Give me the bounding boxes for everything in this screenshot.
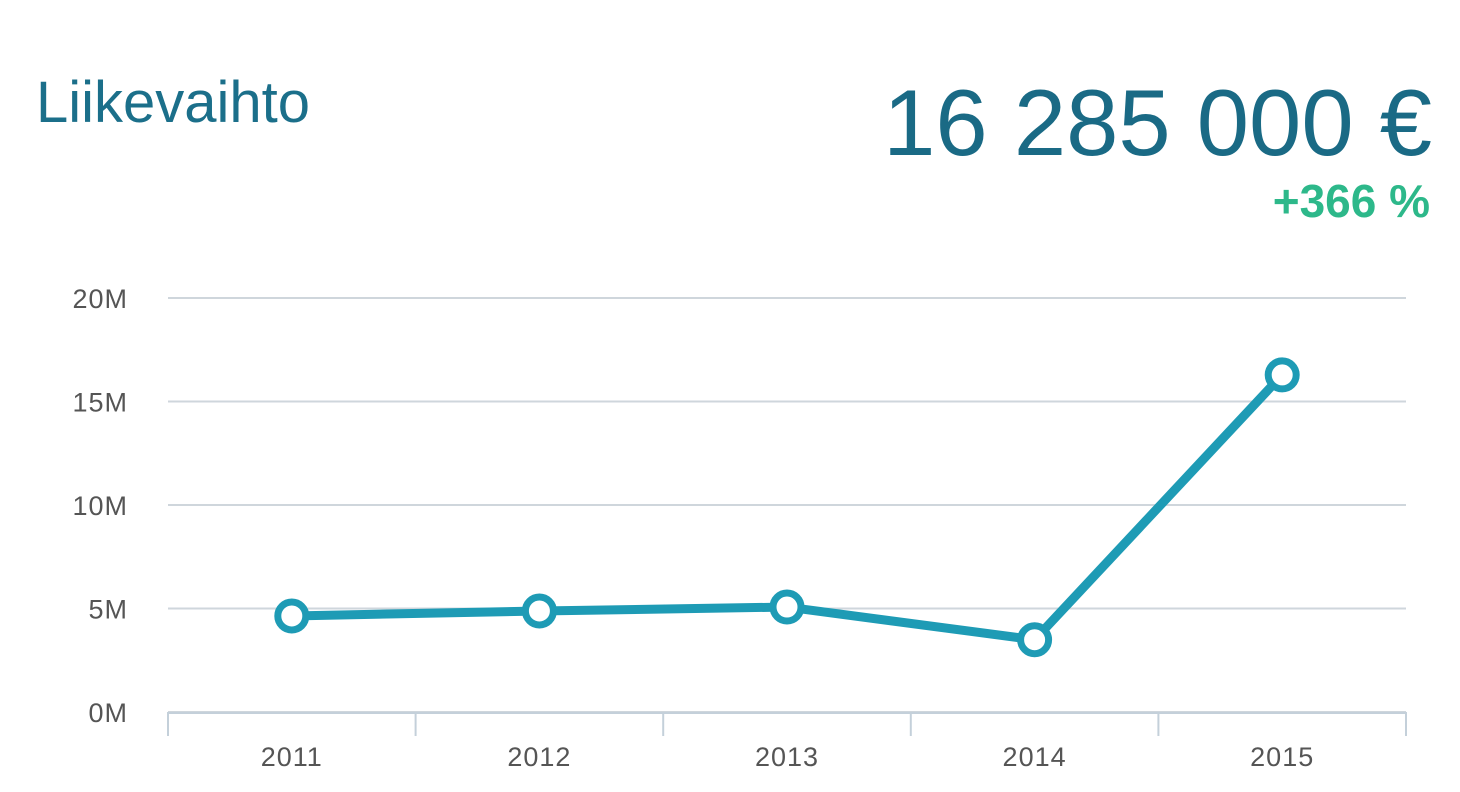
point-marker	[274, 598, 310, 634]
y-tick-label: 5M	[88, 595, 128, 625]
y-tick-label: 20M	[72, 284, 128, 314]
y-tick-label: 10M	[72, 491, 128, 521]
y-tick-label: 15M	[72, 388, 128, 418]
point-marker	[1017, 622, 1053, 658]
x-tick-label: 2011	[261, 742, 323, 772]
headline-change: +366 %	[1273, 175, 1430, 227]
y-tick-label: 0M	[88, 698, 128, 728]
x-tick-label: 2013	[755, 742, 819, 772]
x-tick-label: 2015	[1250, 742, 1314, 772]
point-marker	[521, 593, 557, 629]
point-marker	[1264, 357, 1300, 393]
headline-value: 16 285 000 €	[883, 70, 1432, 175]
x-tick-label: 2012	[507, 742, 571, 772]
x-tick-label: 2014	[1003, 742, 1067, 772]
point-marker	[769, 589, 805, 625]
chart-title: Liikevaihto	[36, 70, 310, 135]
